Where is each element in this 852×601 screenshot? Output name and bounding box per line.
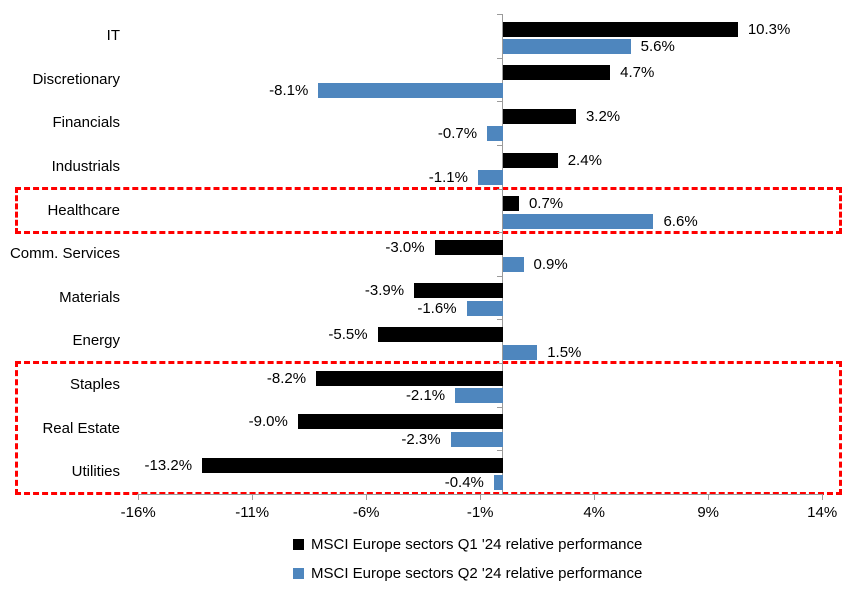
bar-q1-financials — [503, 108, 576, 124]
value-axis-tick — [480, 494, 482, 500]
bar-q1-staples — [316, 370, 503, 386]
x-tick-label-6: -6% — [352, 504, 380, 521]
category-axis-tick — [497, 57, 502, 59]
category-label-materials: Materials — [59, 288, 120, 306]
category-label-healthcare: Healthcare — [47, 201, 120, 219]
x-tick-label-9: 9% — [697, 504, 720, 521]
value-label-q2-discretionary: -8.1% — [269, 81, 309, 99]
value-label-q2-financials: -0.7% — [437, 125, 478, 143]
value-label-q1-staples: -8.2% — [266, 369, 307, 387]
category-label-staples: Staples — [69, 376, 120, 394]
x-tick-label-11: -11% — [235, 504, 270, 521]
x-tick-label-16: -16% — [120, 504, 156, 521]
bar-q2-materials — [466, 300, 503, 316]
legend-label-q2: MSCI Europe sectors Q2 '24 relative perf… — [311, 565, 643, 582]
bar-q1-discretionary — [503, 65, 611, 81]
value-label-q1-financials: 3.2% — [585, 107, 621, 125]
value-label-q2-staples: -2.1% — [405, 387, 446, 405]
category-axis-tick — [497, 363, 502, 365]
value-label-q2-real-estate: -2.3% — [401, 430, 441, 448]
value-axis-tick — [822, 494, 824, 500]
bar-q1-materials — [414, 283, 503, 299]
bar-q2-utilities — [493, 475, 503, 491]
bar-q2-industrials — [477, 170, 503, 185]
legend-label-q1: MSCI Europe sectors Q1 '24 relative perf… — [311, 536, 643, 553]
x-tick-label-14: 14% — [807, 504, 838, 521]
highlight-box-defensives — [15, 361, 842, 496]
value-axis-tick — [366, 494, 368, 500]
value-label-q2-materials: -1.6% — [417, 299, 457, 317]
legend-swatch-q1-icon — [293, 539, 304, 550]
bar-q2-comm-services — [503, 257, 524, 273]
bar-q1-real-estate — [297, 414, 503, 430]
legend-item-q1: MSCI Europe sectors Q1 '24 relative perf… — [293, 536, 642, 553]
bar-q1-comm-services — [434, 239, 503, 255]
bar-q1-it — [503, 21, 738, 37]
value-label-q1-industrials: 2.4% — [567, 151, 602, 169]
bar-q2-energy — [503, 344, 538, 360]
value-label-q2-healthcare: 6.6% — [663, 212, 698, 230]
category-label-comm-services: Comm. Services — [9, 245, 120, 263]
bar-q1-energy — [377, 327, 503, 343]
bar-q2-discretionary — [318, 82, 503, 98]
category-axis-tick — [497, 275, 502, 277]
value-label-q1-utilities: -13.2% — [144, 456, 193, 474]
highlight-box-healthcare — [15, 186, 842, 234]
bar-q2-financials — [487, 126, 503, 142]
category-label-industrials: Industrials — [51, 157, 120, 175]
bar-q1-industrials — [503, 152, 558, 168]
category-axis-tick — [497, 144, 502, 146]
value-axis-tick — [594, 494, 596, 500]
category-axis-tick — [497, 493, 502, 495]
bar-q2-healthcare — [503, 213, 654, 229]
value-label-q1-materials: -3.9% — [364, 282, 405, 300]
category-axis-tick — [497, 101, 502, 103]
category-label-energy: Energy — [72, 332, 120, 350]
value-axis-tick — [138, 494, 140, 500]
category-axis-tick — [497, 188, 502, 190]
bar-q2-it — [503, 39, 631, 55]
bar-q1-healthcare — [503, 196, 519, 212]
category-label-real-estate: Real Estate — [42, 419, 120, 437]
category-label-utilities: Utilities — [71, 463, 120, 481]
value-label-q2-utilities: -0.4% — [444, 474, 484, 492]
category-label-it: IT — [106, 27, 120, 44]
category-label-financials: Financials — [52, 114, 120, 132]
legend-item-q2: MSCI Europe sectors Q2 '24 relative perf… — [293, 565, 642, 582]
category-axis-tick — [497, 232, 502, 234]
value-label-q1-comm-services: -3.0% — [385, 238, 425, 256]
value-label-q1-energy: -5.5% — [328, 326, 368, 344]
category-axis-tick — [497, 450, 502, 452]
value-label-q2-it: 5.6% — [640, 38, 675, 56]
category-label-discretionary: Discretionary — [32, 70, 120, 88]
value-label-q1-healthcare: 0.7% — [528, 195, 564, 213]
category-axis-tick — [497, 406, 502, 408]
bar-q1-utilities — [202, 457, 503, 473]
value-label-q1-discretionary: 4.7% — [620, 64, 655, 82]
value-axis-tick — [252, 494, 254, 500]
value-axis-tick — [708, 494, 710, 500]
value-label-q2-energy: 1.5% — [547, 343, 582, 361]
x-tick-label-4: 4% — [583, 504, 606, 521]
bar-q2-staples — [455, 388, 503, 404]
category-axis-tick — [497, 14, 502, 15]
x-tick-label-1: -1% — [466, 504, 494, 521]
category-axis-tick — [497, 319, 502, 321]
value-label-q2-industrials: -1.1% — [428, 169, 468, 186]
value-label-q1-real-estate: -9.0% — [248, 413, 288, 431]
value-label-q1-it: 10.3% — [747, 20, 791, 38]
bar-q2-real-estate — [450, 431, 503, 447]
value-axis-line — [137, 494, 823, 495]
legend-swatch-q2-icon — [293, 568, 304, 579]
value-label-q2-comm-services: 0.9% — [533, 256, 568, 274]
